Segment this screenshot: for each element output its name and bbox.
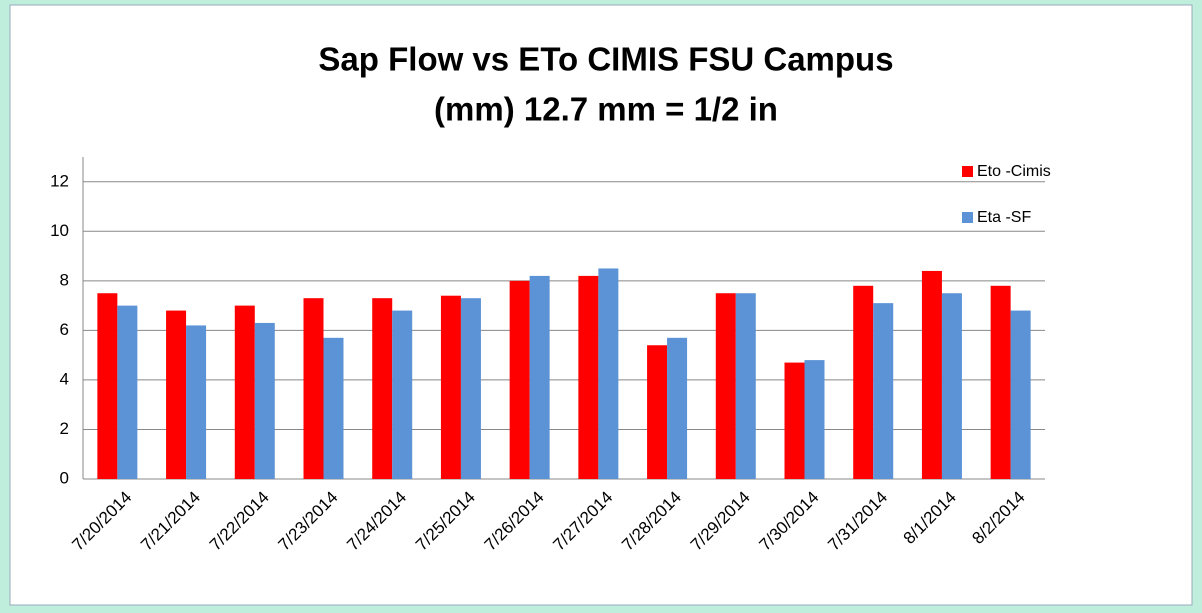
chart-subtitle: (mm) 12.7 mm = 1/2 in	[434, 91, 778, 128]
bar	[921, 270, 942, 479]
bar	[873, 303, 894, 479]
bar	[372, 298, 393, 479]
bar	[578, 275, 599, 479]
bar	[509, 280, 530, 479]
bar	[667, 337, 688, 479]
bar	[647, 345, 668, 479]
chart-title: Sap Flow vs ETo CIMIS FSU Campus	[318, 41, 893, 78]
bar	[440, 295, 461, 479]
bar	[715, 293, 736, 479]
bar	[529, 275, 550, 479]
legend-label: Eta -SF	[977, 209, 1031, 226]
legend-label: Eto -Cimis	[977, 163, 1051, 180]
bar	[117, 305, 138, 479]
bar	[941, 293, 962, 479]
bar	[97, 293, 118, 479]
bar	[234, 305, 255, 479]
y-tick-label: 0	[60, 468, 69, 487]
bar	[598, 268, 619, 479]
bar	[166, 310, 187, 479]
bar	[186, 325, 207, 479]
bar	[392, 310, 413, 479]
bar	[254, 322, 275, 479]
y-tick-label: 10	[50, 221, 69, 240]
bar	[735, 293, 756, 479]
y-tick-label: 2	[60, 419, 69, 438]
legend-swatch	[962, 212, 973, 223]
bar	[460, 298, 481, 479]
bar	[323, 337, 344, 479]
legend-swatch	[962, 166, 973, 177]
y-tick-label: 12	[50, 171, 69, 190]
bar	[1010, 310, 1031, 479]
bar	[853, 285, 874, 479]
bar	[990, 285, 1011, 479]
y-tick-label: 8	[60, 270, 69, 289]
bar	[804, 360, 825, 479]
bar	[303, 298, 324, 479]
bar	[784, 362, 805, 479]
y-tick-label: 4	[60, 369, 69, 388]
y-tick-label: 6	[60, 320, 69, 339]
